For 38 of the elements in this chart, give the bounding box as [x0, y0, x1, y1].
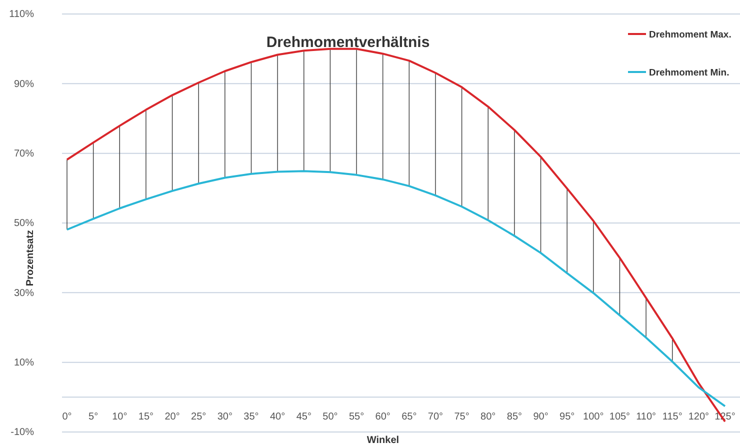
x-tick-label: 35°	[244, 411, 259, 422]
legend-label: Drehmoment Min.	[649, 68, 730, 78]
x-tick-label: 20°	[164, 411, 180, 422]
y-tick-label: 90%	[14, 78, 34, 90]
y-axis-title: Prozentsatz	[25, 230, 36, 286]
x-tick-label: 45°	[296, 411, 312, 422]
x-tick-label: 105°	[609, 411, 630, 422]
x-tick-label: 80°	[480, 411, 496, 422]
x-tick-label: 25°	[191, 411, 206, 422]
x-tick-label: 10°	[112, 411, 128, 422]
y-tick-label: 110%	[9, 9, 34, 20]
y-tick-label: -10%	[10, 427, 34, 438]
line-series	[66, 170, 726, 408]
x-tick-label: 0°	[62, 411, 72, 422]
x-tick-label: 75°	[454, 411, 470, 422]
x-tick-label: 40°	[270, 411, 286, 422]
text: Drehmomentverhältnis	[266, 34, 430, 51]
x-tick-label: 85°	[506, 411, 522, 422]
x-tick-label: 110°	[636, 411, 656, 422]
x-tick-label: 90°	[533, 411, 548, 422]
x-tick-label: 65°	[402, 411, 417, 422]
x-tick-label: 55°	[348, 411, 364, 422]
x-tick-label: 120°	[688, 411, 710, 422]
y-tick-label: 70%	[14, 148, 34, 160]
x-tick-label: 100°	[583, 411, 604, 422]
x-tick-label: 30°	[217, 411, 232, 422]
x-tick-label: 70°	[428, 411, 444, 422]
y-tick-label: 50%	[14, 218, 34, 230]
x-tick-label: 5°	[88, 411, 98, 422]
x-tick-label: 115°	[662, 411, 682, 422]
x-axis-title: Winkel	[366, 435, 400, 446]
x-tick-label: 15°	[138, 411, 154, 422]
x-tick-label: 95°	[560, 411, 575, 422]
x-tick-label: 50°	[322, 411, 338, 422]
y-tick-label: 30%	[14, 288, 34, 299]
y-tick-label: 10%	[14, 358, 34, 369]
x-tick-label: 60°	[375, 411, 390, 422]
legend-label: Drehmoment Max.	[649, 30, 732, 40]
